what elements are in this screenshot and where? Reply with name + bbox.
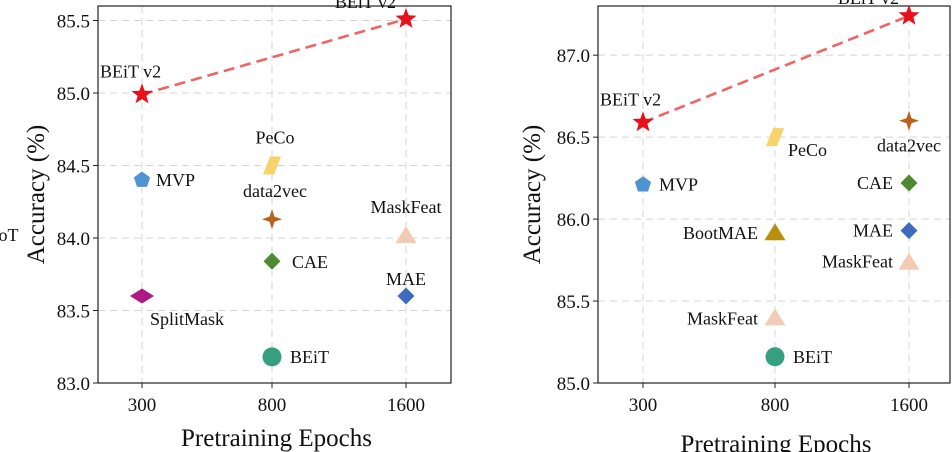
- point-label-mvp: MVP: [156, 170, 195, 190]
- x-tick-label: 300: [629, 395, 658, 416]
- y-tick-label: 87.0: [557, 46, 590, 67]
- point-peco: [263, 156, 281, 175]
- point-data2vec: [899, 110, 919, 131]
- x-axis-label: Pretraining Epochs: [681, 431, 872, 452]
- y-tick-label: 85.0: [557, 374, 590, 395]
- point-splitmask: [130, 288, 154, 304]
- point-maskfeat: [395, 226, 417, 244]
- trend-line: [642, 14, 910, 124]
- y-tick-label: 85.5: [57, 12, 90, 33]
- x-tick-label: 800: [761, 395, 790, 416]
- point-cae: [900, 174, 918, 192]
- y-axis-label: Accuracy (%): [519, 125, 546, 265]
- y-tick-label: 84.5: [57, 157, 90, 178]
- point-mae: [900, 222, 918, 240]
- point-peco: [766, 128, 784, 147]
- plot-frame: [597, 5, 951, 384]
- y-tick-label: 85.0: [57, 84, 90, 105]
- y-tick-label: 86.5: [557, 128, 590, 149]
- point-label-cae: CAE: [857, 173, 893, 193]
- point-label-peco: PeCo: [788, 140, 827, 160]
- point-label-mvp: MVP: [659, 175, 698, 195]
- y-tick-label: 83.0: [57, 374, 90, 395]
- point-data2vec: [262, 209, 282, 230]
- y-tick-label: 85.5: [557, 292, 590, 313]
- point-beit-v2: [131, 83, 153, 104]
- point-beit: [262, 347, 282, 367]
- point-label-beit-v2: BEiT v2: [838, 0, 899, 8]
- y-tick-label: 83.5: [57, 302, 90, 323]
- point-bootmae: [764, 223, 786, 241]
- point-beit-v2: [395, 8, 417, 28]
- x-axis-label: Pretraining Epochs: [181, 425, 372, 452]
- point-label-splitmask: SplitMask: [150, 309, 224, 329]
- y-axis-label: Accuracy (%): [23, 125, 50, 265]
- x-tick-label: 1600: [387, 395, 425, 416]
- point-label-cae: CAE: [292, 252, 328, 272]
- plot-frame: [97, 5, 452, 384]
- point-maskfeat: [898, 252, 920, 270]
- point-label-maskfeat: MaskFeat: [687, 308, 758, 328]
- point-mae: [397, 287, 415, 305]
- point-beit-v2: [898, 4, 920, 25]
- point-label-peco: PeCo: [255, 128, 294, 148]
- point-label-maskfeat: MaskFeat: [371, 197, 442, 217]
- x-tick-label: 1600: [890, 395, 928, 416]
- point-mvp: [634, 176, 652, 192]
- point-label-bootmae: BootMAE: [683, 223, 758, 243]
- point-mvp: [133, 171, 151, 187]
- point-label-beit-v2: BEiT v2: [600, 89, 661, 109]
- point-label-data2vec: data2vec: [877, 136, 941, 156]
- point-label-mae: MAE: [386, 269, 426, 289]
- point-cae: [263, 252, 281, 270]
- point-label-mae: MAE: [853, 221, 893, 241]
- x-tick-label: 300: [128, 395, 157, 416]
- point-label-beit: BEiT: [793, 347, 832, 367]
- chart-panel-1: 83.0 83.5 84.0 84.5 85.0 85.5 300 800 1600 Pretra…: [0, 0, 452, 452]
- y-tick-label: 86.0: [557, 210, 590, 231]
- point-label-beit: BEiT: [290, 347, 329, 367]
- trend-line: [141, 17, 407, 96]
- point-label-maskfeat: MaskFeat: [822, 252, 893, 272]
- chart-panel-2: 85.0 85.5 86.0 86.5 87.0 300 800 1600 Pretrainin…: [519, 0, 951, 452]
- point-label-ibot: iBoT: [0, 225, 19, 245]
- point-label-beit-v2: BEiT v2: [100, 61, 161, 81]
- x-tick-label: 800: [258, 395, 287, 416]
- point-beit: [765, 347, 785, 367]
- point-label-beit-v2: BEiT v2: [335, 0, 396, 12]
- y-tick-label: 84.0: [57, 229, 90, 250]
- point-label-data2vec: data2vec: [243, 181, 307, 201]
- point-maskfeat: [764, 308, 786, 326]
- point-beit-v2: [632, 111, 654, 132]
